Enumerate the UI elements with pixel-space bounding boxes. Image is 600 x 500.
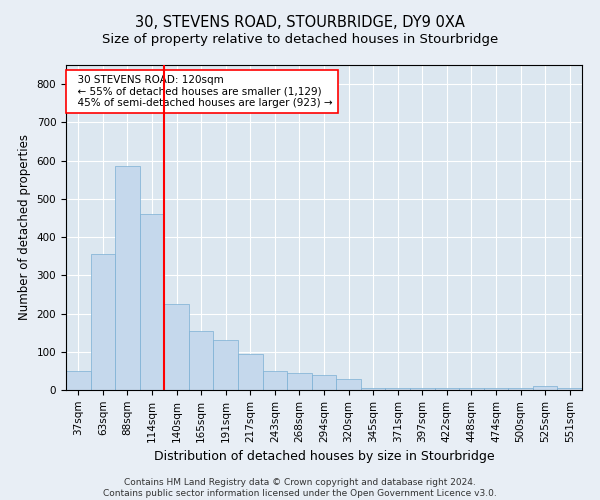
Bar bbox=[238, 354, 263, 390]
Text: 30 STEVENS ROAD: 120sqm
  ← 55% of detached houses are smaller (1,129)
  45% of : 30 STEVENS ROAD: 120sqm ← 55% of detache… bbox=[71, 74, 333, 108]
Bar bbox=[434, 388, 459, 390]
Bar bbox=[115, 166, 140, 390]
Y-axis label: Number of detached properties: Number of detached properties bbox=[18, 134, 31, 320]
Bar bbox=[140, 214, 164, 390]
Bar bbox=[312, 374, 336, 390]
Text: Contains HM Land Registry data © Crown copyright and database right 2024.
Contai: Contains HM Land Registry data © Crown c… bbox=[103, 478, 497, 498]
Bar bbox=[214, 340, 238, 390]
X-axis label: Distribution of detached houses by size in Stourbridge: Distribution of detached houses by size … bbox=[154, 450, 494, 463]
Bar bbox=[361, 388, 385, 390]
Bar bbox=[410, 388, 434, 390]
Bar bbox=[287, 373, 312, 390]
Bar bbox=[66, 371, 91, 390]
Bar bbox=[484, 388, 508, 390]
Bar bbox=[263, 371, 287, 390]
Bar bbox=[385, 388, 410, 390]
Bar bbox=[189, 330, 214, 390]
Bar bbox=[336, 378, 361, 390]
Bar bbox=[459, 388, 484, 390]
Bar bbox=[164, 304, 189, 390]
Bar bbox=[557, 388, 582, 390]
Text: Size of property relative to detached houses in Stourbridge: Size of property relative to detached ho… bbox=[102, 32, 498, 46]
Text: 30, STEVENS ROAD, STOURBRIDGE, DY9 0XA: 30, STEVENS ROAD, STOURBRIDGE, DY9 0XA bbox=[135, 15, 465, 30]
Bar bbox=[533, 386, 557, 390]
Bar bbox=[91, 254, 115, 390]
Bar bbox=[508, 388, 533, 390]
